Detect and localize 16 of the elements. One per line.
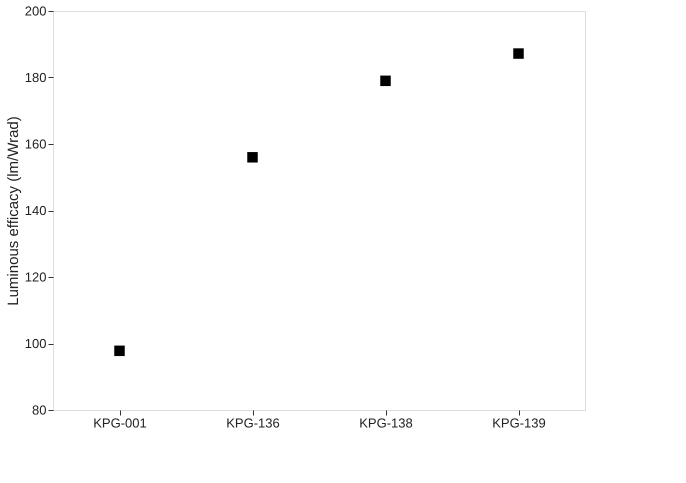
- point: [380, 76, 391, 86]
- x-tick-label: KPG-136: [226, 416, 280, 430]
- point: [247, 152, 258, 163]
- y-axis-title: Luminous efficacy (lm/Wrad): [4, 116, 22, 306]
- y-tick-label: 120: [24, 270, 46, 284]
- y-tick-label: 80: [32, 402, 46, 418]
- point: [114, 346, 125, 356]
- point: [513, 48, 524, 59]
- y-tick-label: 140: [24, 203, 46, 218]
- x-tick-label: KPG-138: [359, 416, 413, 430]
- y-tick-label: 200: [24, 4, 46, 18]
- y-tick-label: 100: [24, 336, 46, 351]
- y-tick-label: 160: [24, 136, 46, 152]
- x-tick-label: KPG-139: [492, 416, 546, 430]
- x-tick-label: KPG-001: [93, 416, 147, 430]
- y-tick-label: 180: [24, 70, 46, 85]
